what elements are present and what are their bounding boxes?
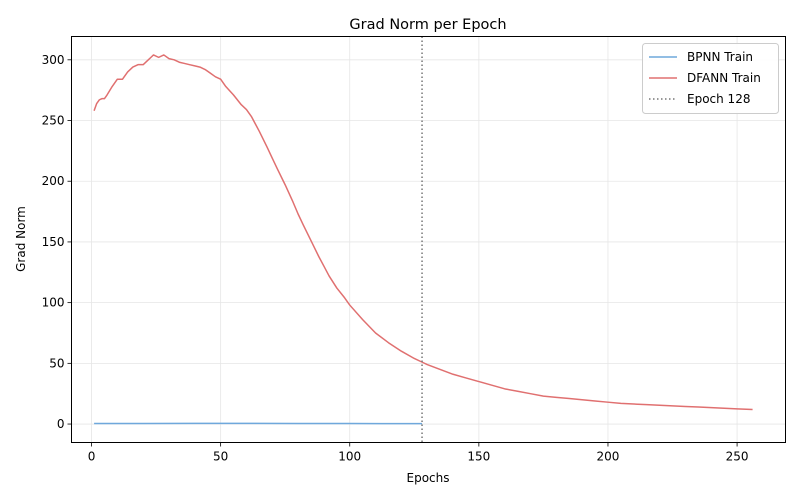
- y-tick-label: 200: [42, 174, 65, 188]
- x-tick-label: 250: [726, 450, 749, 464]
- y-axis-ticks: 0 50 100 150 200 250 300: [42, 53, 72, 431]
- legend-label-bpnn: BPNN Train: [687, 50, 753, 64]
- dfann-train-line: [93, 54, 753, 411]
- chart-title: Grad Norm per Epoch: [349, 17, 506, 33]
- y-tick-label: 50: [49, 356, 64, 370]
- y-tick-label: 300: [42, 53, 65, 67]
- y-axis-label: Grad Norm: [14, 206, 28, 272]
- plot-frame: [71, 36, 786, 443]
- y-tick-label: 250: [42, 114, 65, 128]
- legend-label-epoch-marker: Epoch 128: [687, 92, 750, 106]
- y-tick-label: 0: [57, 417, 65, 431]
- x-tick-label: 50: [213, 450, 228, 464]
- x-tick-label: 150: [467, 450, 490, 464]
- x-axis-ticks: 0 50 100 150 200 250: [88, 442, 749, 464]
- x-tick-label: 100: [338, 450, 361, 464]
- legend-label-dfann: DFANN Train: [687, 71, 761, 85]
- x-tick-label: 200: [597, 450, 620, 464]
- y-tick-label: 150: [42, 235, 65, 249]
- y-tick-label: 100: [42, 296, 65, 310]
- plot-area: [93, 36, 753, 443]
- legend-box: [642, 43, 779, 114]
- x-axis-label: Epochs: [407, 471, 450, 485]
- legend: BPNN Train DFANN Train Epoch 128: [642, 43, 779, 114]
- x-tick-label: 0: [88, 450, 96, 464]
